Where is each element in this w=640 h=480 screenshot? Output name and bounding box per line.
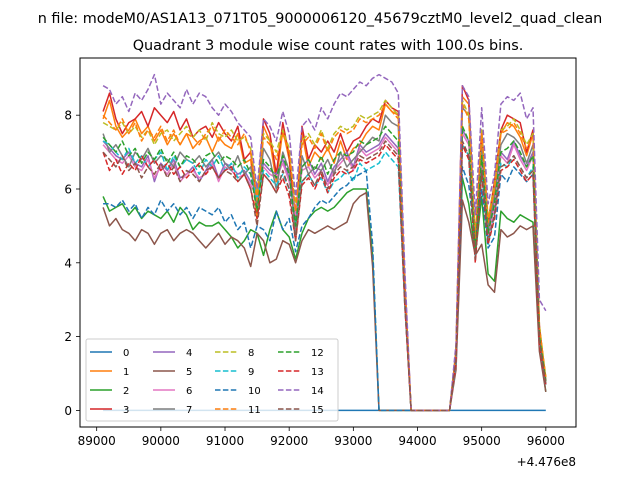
legend-label-13: 13 [311, 367, 324, 378]
series-line-11 [102, 103, 547, 412]
x-axis: 89000 90000 91000 92000 93000 94000 95000 96000 [78, 427, 565, 448]
x-tick-label: 91000 [206, 434, 244, 448]
legend-label-3: 3 [123, 405, 129, 416]
x-offset-label: +4.476e8 [517, 455, 576, 469]
figure-suptitle: n file: modeM0/AS1A13_071T05_9000006120_… [38, 11, 603, 27]
series-line-2 [102, 177, 547, 412]
legend-box [85, 338, 339, 422]
plot-frame [79, 57, 577, 428]
x-tick-label: 94000 [398, 434, 436, 448]
legend-label-7: 7 [186, 405, 192, 416]
series-layer [102, 73, 547, 412]
y-axis: 0 2 4 6 8 [64, 109, 80, 418]
legend-label-1: 1 [123, 367, 129, 378]
legend-label-0: 0 [123, 348, 129, 359]
y-tick-label: 2 [64, 330, 72, 344]
series-line-15 [102, 140, 547, 412]
chart-title: Quadrant 3 module wise count rates with … [133, 38, 524, 54]
x-tick-label: 90000 [142, 434, 180, 448]
legend-label-6: 6 [186, 386, 192, 397]
series-line-5 [102, 191, 547, 412]
y-tick-label: 4 [64, 256, 72, 270]
x-tick-label: 89000 [78, 434, 116, 448]
legend-label-8: 8 [248, 348, 254, 359]
series-line-14 [102, 73, 547, 412]
x-tick-label: 93000 [334, 434, 372, 448]
legend-label-10: 10 [248, 386, 261, 397]
y-tick-label: 8 [64, 109, 72, 123]
legend-label-5: 5 [186, 367, 192, 378]
x-tick-label: 95000 [463, 434, 501, 448]
x-tick-label: 92000 [270, 434, 308, 448]
x-tick-label: 96000 [527, 434, 565, 448]
legend-label-11: 11 [248, 405, 261, 416]
legend-label-12: 12 [311, 348, 324, 359]
legend-label-15: 15 [311, 405, 324, 416]
legend-label-2: 2 [123, 386, 129, 397]
y-tick-label: 0 [64, 404, 72, 418]
legend-label-9: 9 [248, 367, 254, 378]
legend-label-14: 14 [311, 386, 324, 397]
legend-label-4: 4 [186, 348, 192, 359]
y-tick-label: 6 [64, 182, 72, 196]
